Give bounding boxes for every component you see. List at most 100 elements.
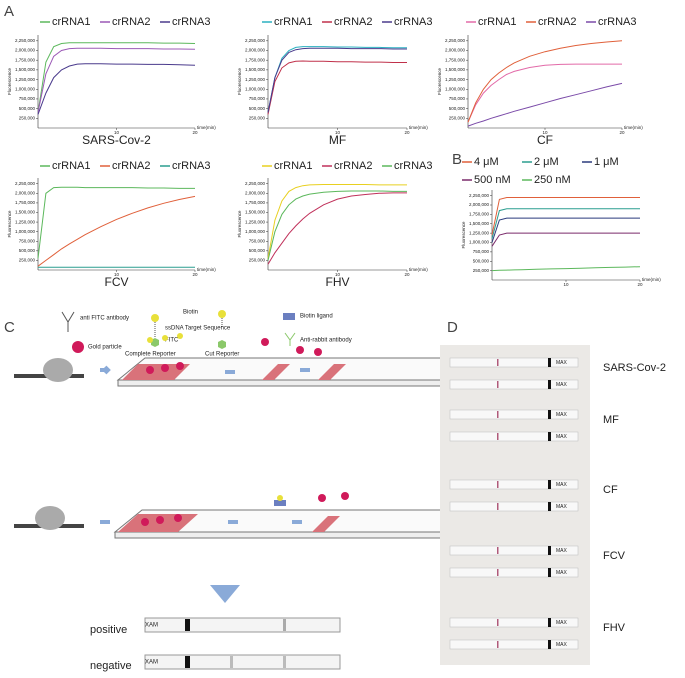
chart-title: SARS-Cov-2 [82, 133, 151, 147]
y-tick-label: 2,250,000 [15, 38, 36, 43]
x-axis-label: time(min) [197, 267, 216, 272]
control-line [497, 381, 499, 388]
legend-label: crRNA3 [598, 16, 637, 28]
data-line [467, 82, 623, 127]
x-tick-label: 20 [404, 130, 410, 135]
legend-label: crRNA2 [112, 16, 151, 28]
legend-text: FITC [165, 338, 179, 344]
control-line [497, 641, 499, 648]
data-line [267, 184, 407, 259]
y-tick-label: 1,000,000 [15, 86, 36, 91]
legend-text: ssDNA Target Sequence [165, 326, 231, 332]
x-tick-label: 10 [563, 282, 569, 287]
data-line [267, 192, 407, 265]
control-line [497, 569, 499, 576]
x-tick-label: 10 [542, 130, 548, 135]
panel-label: B [452, 151, 462, 168]
y-tick-label: 1,500,000 [245, 210, 266, 215]
legend-label: crRNA2 [538, 16, 577, 28]
y-tick-label: 1,500,000 [445, 67, 466, 72]
legend-text: Cut Reporter [205, 352, 239, 358]
data-line [37, 186, 195, 259]
legend-text: Complete Reporter [125, 352, 176, 358]
y-tick-label: 1,500,000 [15, 67, 36, 72]
sample-label: FCV [603, 550, 626, 562]
strip-bar [548, 410, 551, 419]
y-tick-label: 750,000 [19, 238, 36, 243]
y-tick-label: 500,000 [249, 248, 266, 253]
y-tick-label: 1,250,000 [445, 77, 466, 82]
y-tick-label: 1,750,000 [469, 212, 490, 217]
chart-title: CF [537, 133, 553, 147]
legend-text: Gold particle [88, 345, 122, 351]
y-tick-label: 2,250,000 [15, 181, 36, 186]
x-tick-label: 20 [637, 282, 643, 287]
x-axis-label: time(min) [642, 277, 661, 282]
strip-marker: MAX [145, 623, 158, 629]
strip-marker: MAX [556, 504, 568, 510]
y-axis-label: Fluorescence [7, 67, 12, 95]
strip-bar [548, 640, 551, 649]
y-tick-label: 1,750,000 [15, 200, 36, 205]
sample-label: MF [603, 414, 619, 426]
control-line [497, 547, 499, 554]
y-axis-label: Fluorescence [437, 67, 442, 95]
legend-text: Anti-rabbit antibody [300, 338, 352, 344]
y-tick-label: 1,250,000 [15, 219, 36, 224]
data-line [37, 195, 196, 267]
control-line [497, 411, 499, 418]
control-line [497, 619, 499, 626]
strip-marker: MAX [556, 570, 568, 576]
y-tick-label: 1,250,000 [15, 77, 36, 82]
y-tick-label: 1,000,000 [469, 240, 490, 245]
test-strip [449, 545, 579, 556]
legend-label: crRNA1 [52, 160, 91, 172]
strip-marker: MAX [556, 360, 568, 366]
strip-marker: MAX [556, 382, 568, 388]
x-tick-label: 10 [335, 272, 341, 277]
legend-label: crRNA3 [172, 16, 211, 28]
test-strip [449, 357, 579, 368]
legend-label: crRNA3 [172, 160, 211, 172]
y-tick-label: 750,000 [449, 96, 466, 101]
y-tick-label: 2,000,000 [245, 191, 266, 196]
x-tick-label: 20 [619, 130, 625, 135]
strip-marker: MAX [145, 660, 158, 666]
sample-label: FHV [603, 622, 626, 634]
y-tick-label: 250,000 [473, 268, 490, 273]
y-axis-label: Fluorescence [237, 67, 242, 95]
y-tick-label: 250,000 [19, 116, 36, 121]
legend-label: crRNA2 [334, 160, 373, 172]
y-tick-label: 1,000,000 [245, 229, 266, 234]
strip-bar [548, 546, 551, 555]
y-tick-label: 1,250,000 [245, 219, 266, 224]
y-tick-label: 750,000 [249, 238, 266, 243]
chart-title: FHV [326, 275, 350, 289]
y-tick-label: 250,000 [249, 116, 266, 121]
x-axis-label: time(min) [409, 267, 428, 272]
y-tick-label: 2,250,000 [469, 193, 490, 198]
x-tick-label: 10 [335, 130, 341, 135]
test-strip [449, 431, 579, 442]
legend-label: crRNA1 [52, 16, 91, 28]
strip-bar [548, 480, 551, 489]
legend-label: 4 μM [474, 156, 499, 168]
data-line [267, 47, 407, 113]
strip-marker: MAX [556, 482, 568, 488]
y-tick-label: 500,000 [19, 248, 36, 253]
panel-label: D [447, 319, 458, 336]
y-tick-label: 2,250,000 [445, 38, 466, 43]
y-tick-label: 250,000 [249, 258, 266, 263]
y-tick-label: 750,000 [249, 96, 266, 101]
panel-label: C [4, 319, 15, 336]
y-tick-label: 1,750,000 [245, 57, 266, 62]
legend-label: crRNA1 [478, 16, 517, 28]
y-tick-label: 1,000,000 [245, 86, 266, 91]
data-line [267, 60, 407, 115]
control-line [497, 481, 499, 488]
test-strip [449, 617, 579, 628]
result-label: negative [90, 660, 132, 672]
x-tick-label: 10 [114, 272, 120, 277]
y-tick-label: 500,000 [449, 106, 466, 111]
